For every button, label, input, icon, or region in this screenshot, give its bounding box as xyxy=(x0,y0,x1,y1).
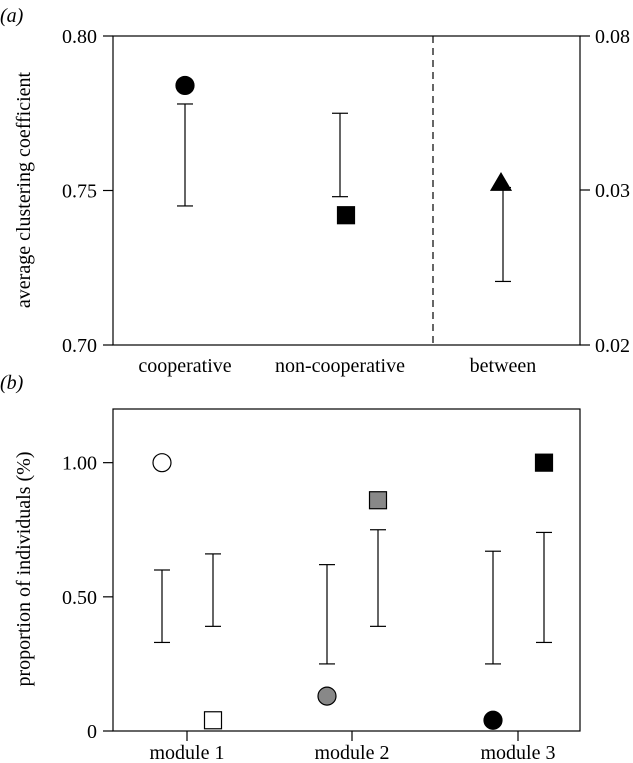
panel-a-category-labels: cooperative non-cooperative between xyxy=(138,355,536,377)
panel-b-y-axis-label: proportion of individuals (%) xyxy=(13,452,35,687)
panel-b-category-labels: module 1 module 2 module 3 xyxy=(150,731,556,763)
panel-b-plot-frame xyxy=(112,408,581,732)
panel-a-y-axis-label: average clustering coefficient xyxy=(13,71,35,308)
panel-b-point-circle xyxy=(152,453,172,473)
panel-a-right-tick-label: 0.08 xyxy=(595,26,630,48)
panel-a-left-tick-label: 0.80 xyxy=(62,26,97,48)
panel-a-right-ticks: 0.02 0.03 0.08 xyxy=(580,26,630,357)
panel-b-point-square xyxy=(203,711,223,730)
panel-b-label: (b) xyxy=(0,372,24,394)
panel-a-left-tick-label: 0.75 xyxy=(62,181,97,203)
panel-b-left-ticks: 0 0.50 1.00 xyxy=(62,453,113,743)
panel-a-null-ranges xyxy=(177,103,511,283)
panel-a-category-label: cooperative xyxy=(138,355,231,377)
panel-b-category-label: module 1 xyxy=(150,742,225,763)
panel-a-point-square xyxy=(336,206,356,225)
panel-b: (b) proportion of individuals (%) 0 0.50 1… xyxy=(0,372,581,763)
panel-b-left-tick-label: 1.00 xyxy=(62,453,97,475)
panel-a-category-label: between xyxy=(470,355,537,377)
panel-a-point-circle xyxy=(175,75,195,96)
panel-b-left-tick-label: 0.50 xyxy=(62,587,97,609)
panel-b-category-label: module 3 xyxy=(481,742,556,763)
panel-b-point-circle xyxy=(317,686,337,706)
panel-a-category-label: non-cooperative xyxy=(275,355,405,377)
panel-b-point-square xyxy=(368,491,388,510)
panel-b-category-label: module 2 xyxy=(315,742,390,763)
panel-a-right-tick-label: 0.02 xyxy=(595,335,630,357)
panel-a-point-triangle xyxy=(489,172,513,191)
panel-a-left-ticks: 0.70 0.75 0.80 xyxy=(62,26,113,357)
panel-a-right-tick-label: 0.03 xyxy=(595,180,630,202)
panel-b-point-circle xyxy=(483,710,503,730)
panel-a-label: (a) xyxy=(0,5,24,27)
panel-b-point-square xyxy=(534,453,554,472)
panel-b-observed-points xyxy=(152,453,554,730)
panel-a-left-tick-label: 0.70 xyxy=(62,335,97,357)
panel-a: (a) average clustering coefficient 0.700… xyxy=(0,5,630,377)
panel-a-observed-points xyxy=(175,75,513,225)
panel-b-left-tick-label: 0 xyxy=(87,721,97,743)
panel-b-null-ranges xyxy=(154,529,552,665)
